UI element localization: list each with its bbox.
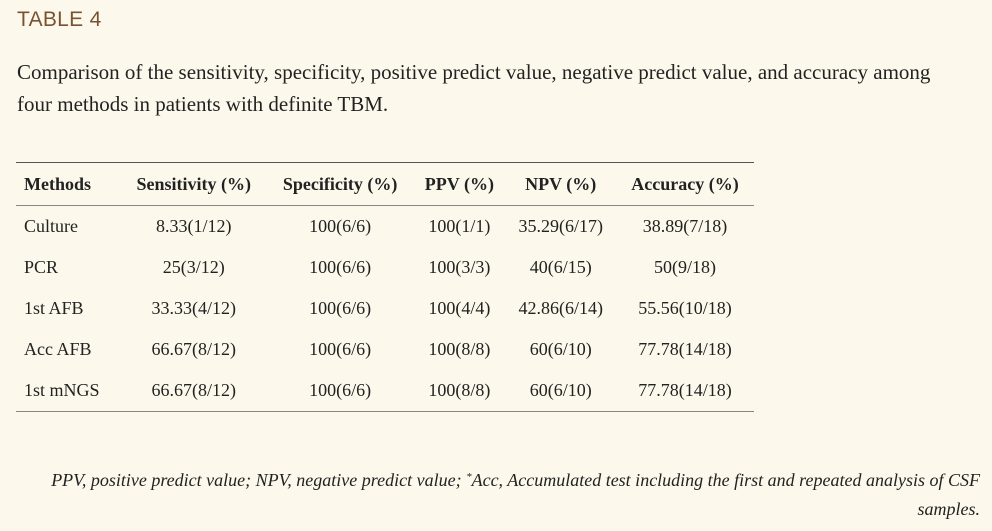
- table-header: Methods Sensitivity (%) Specificity (%) PPV…: [16, 162, 754, 206]
- value-cell: 35.29(6/17): [518, 216, 603, 236]
- value-cell: 60(6/10): [529, 380, 592, 400]
- column-header: NPV (%): [525, 173, 597, 194]
- table-row: Culture 8.33(1/12) 100(6/6) 100(1/1) 35.29(6…: [16, 206, 754, 248]
- footnote-marker: *: [466, 471, 472, 483]
- table-row: 1st AFB 33.33(4/12) 100(6/6) 100(4/4) 42.86(…: [16, 288, 754, 329]
- value-cell: 100(4/4): [428, 298, 491, 318]
- value-cell: 66.67(8/12): [151, 380, 237, 400]
- footnote-text-1: PPV, positive predict value; NPV, negati…: [51, 470, 467, 490]
- value-cell: 66.67(8/12): [151, 339, 237, 359]
- method-cell: 1st AFB: [24, 298, 84, 318]
- value-cell: 100(3/3): [428, 257, 491, 277]
- method-cell: 1st mNGS: [24, 380, 100, 400]
- value-cell: 100(6/6): [309, 257, 372, 277]
- table-footnote: PPV, positive predict value; NPV, negati…: [20, 466, 980, 524]
- value-cell: 100(8/8): [428, 380, 491, 400]
- value-cell: 25(3/12): [162, 257, 225, 277]
- column-header: PPV (%): [424, 173, 494, 194]
- method-cell: PCR: [24, 257, 59, 277]
- table-row: PCR 25(3/12) 100(6/6) 100(3/3) 40(6/15) 50(9/…: [16, 247, 754, 288]
- value-cell: 40(6/15): [529, 257, 592, 277]
- results-table: Methods Sensitivity (%) Specificity (%) PPV…: [16, 162, 754, 412]
- value-cell: 33.33(4/12): [151, 298, 237, 318]
- value-cell: 38.89(7/18): [642, 216, 728, 236]
- table-body: Culture 8.33(1/12) 100(6/6) 100(1/1) 35.29(6…: [16, 206, 754, 412]
- value-cell: 77.78(14/18): [638, 339, 732, 359]
- column-header: Methods: [24, 173, 91, 194]
- value-cell: 77.78(14/18): [638, 380, 732, 400]
- value-cell: 8.33(1/12): [156, 216, 232, 236]
- table-row: 1st mNGS 66.67(8/12) 100(6/6) 100(8/8) 60(6/…: [16, 370, 754, 412]
- footnote-text-2: Acc, Accumulated test including the firs…: [471, 470, 980, 519]
- table-caption: Comparison of the sensitivity, specifici…: [17, 60, 931, 116]
- value-cell: 100(8/8): [428, 339, 491, 359]
- value-cell: 60(6/10): [529, 339, 592, 359]
- column-header: Sensitivity (%): [136, 173, 252, 194]
- value-cell: 100(6/6): [309, 380, 372, 400]
- header-row: Methods Sensitivity (%) Specificity (%) PPV…: [16, 162, 754, 206]
- column-header: Accuracy (%): [631, 173, 739, 194]
- value-cell: 100(6/6): [309, 339, 372, 359]
- column-header: Specificity (%): [282, 173, 398, 194]
- table-row: Acc AFB 66.67(8/12) 100(6/6) 100(8/8) 60(6/1…: [16, 329, 754, 370]
- value-cell: 100(6/6): [309, 216, 372, 236]
- table-label: TABLE 4: [17, 8, 102, 31]
- value-cell: 55.56(10/18): [638, 298, 732, 318]
- value-cell: 42.86(6/14): [518, 298, 603, 318]
- value-cell: 50(9/18): [653, 257, 716, 277]
- value-cell: 100(6/6): [309, 298, 372, 318]
- method-cell: Culture: [24, 216, 78, 236]
- value-cell: 100(1/1): [428, 216, 491, 236]
- method-cell: Acc AFB: [24, 339, 92, 359]
